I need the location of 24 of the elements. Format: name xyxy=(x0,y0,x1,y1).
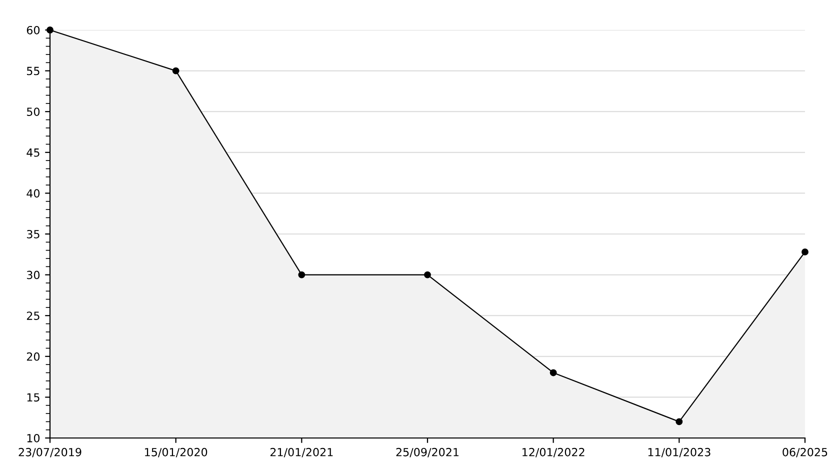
x-tick-label: 21/01/2021 xyxy=(270,448,333,458)
y-tick-label: 40 xyxy=(26,189,40,198)
y-tick-label: 15 xyxy=(27,393,40,402)
point xyxy=(172,67,180,74)
y-tick-label: 25 xyxy=(26,312,40,320)
y-tick-label: 30 xyxy=(26,270,40,280)
x-tick-label: 23/07/2019 xyxy=(18,448,82,458)
x-tick-label: 11/01/2023 xyxy=(648,448,710,458)
point xyxy=(550,369,557,376)
point xyxy=(802,248,808,256)
y-tick-label: 35 xyxy=(26,230,40,238)
y-tick-label: 45 xyxy=(26,148,40,157)
y-tick-label: 55 xyxy=(26,66,40,76)
x-tick-label: 15/01/2020 xyxy=(145,448,208,458)
point xyxy=(676,418,683,426)
x-tick-label: 12/01/2022 xyxy=(522,448,584,458)
y-tick-label: 60 xyxy=(26,26,40,34)
x-tick-label: 25/09/2021 xyxy=(396,448,458,458)
x-tick-label: 06/2025 xyxy=(782,448,828,458)
point xyxy=(298,271,306,278)
y-tick-label: 50 xyxy=(26,108,40,116)
y-tick-label: 10 xyxy=(27,434,40,442)
y-tick-label: 20 xyxy=(26,352,40,361)
point xyxy=(424,271,431,278)
